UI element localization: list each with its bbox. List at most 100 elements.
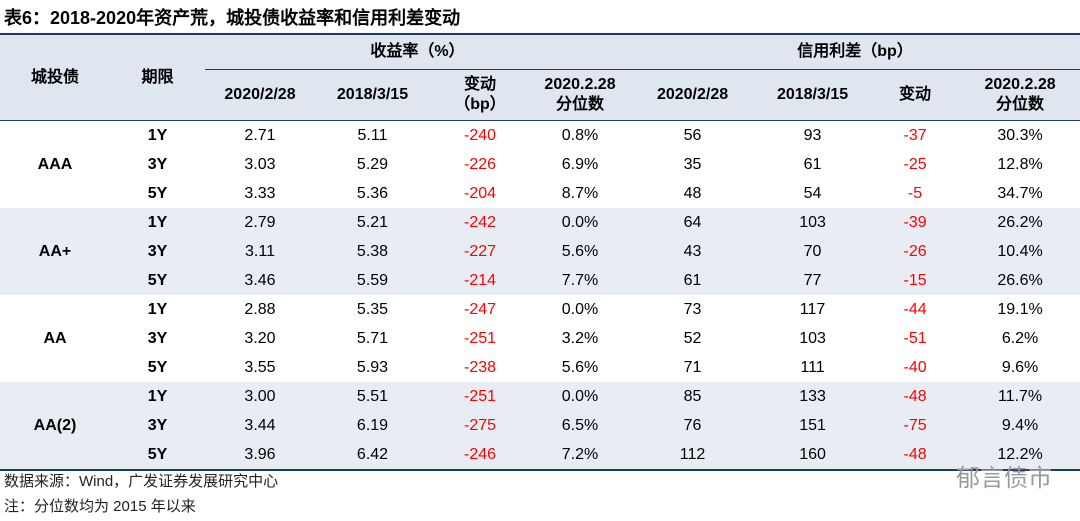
value-cell: 6.5% <box>530 411 631 440</box>
table-row: AA(2) 1Y 3.00 5.51 -251 0.0% 85 133 -48 11.7% <box>0 382 1080 470</box>
value-cell: 6.42 <box>315 440 430 470</box>
value-cell: 77 <box>755 266 871 295</box>
value-cell: 6.9% <box>561 155 599 173</box>
value-cell: 111 <box>800 358 825 376</box>
table-row: 5Y 3.46 5.59 -214 7.7% 61 77 -15 26.6% <box>0 266 1080 295</box>
source-note: 数据来源：Wind，广发证券发展研究中心 <box>4 473 279 490</box>
value-cell: -227 <box>430 237 530 266</box>
value-cell: -25 <box>903 155 927 173</box>
term-cell: 1Y <box>147 126 168 144</box>
value-cell: 151 <box>755 411 871 440</box>
table-row: AAA 1Y 2.71 5.11 -240 0.8% 56 93 -37 30.3% <box>0 121 1080 173</box>
table-row: AA+ 1Y 2.79 5.21 -242 0.0% 64 103 -39 26.2% <box>0 208 1080 295</box>
footnote: 注：分位数均为 2015 年以来 <box>4 498 196 515</box>
value-cell: 52 <box>683 329 702 347</box>
term-cell: 5Y <box>110 266 205 295</box>
value-cell: 5.36 <box>356 184 389 202</box>
table-row: AA 1Y 2.88 5.35 -247 0.0% 73 117 -44 19.1% <box>0 295 1080 347</box>
value-cell: 3.03 <box>244 155 276 173</box>
term-cell: 3Y <box>110 411 205 440</box>
value-cell: 6.2% <box>1001 329 1039 347</box>
value-cell: 3.44 <box>205 411 315 440</box>
value-cell: 64 <box>630 208 756 237</box>
value-cell: -75 <box>870 411 961 440</box>
value-cell: 19.1% <box>997 300 1043 318</box>
term-cell: 3Y <box>147 329 168 347</box>
value-cell: 56 <box>683 126 702 144</box>
value-cell: -251 <box>430 382 530 411</box>
header-cell: 城投债 <box>0 34 110 121</box>
value-cell: 3.00 <box>205 382 315 411</box>
value-cell: 0.0% <box>530 382 631 411</box>
value-cell: 5.21 <box>315 208 430 237</box>
value-cell: -240 <box>463 126 497 144</box>
term-cell: 5Y <box>147 358 168 376</box>
value-cell: 7.2% <box>530 440 631 470</box>
value-cell: 12.2% <box>960 440 1080 470</box>
value-cell: 0.0% <box>530 208 631 237</box>
data-table: 城投债 期限 收益率（%） 信用利差（bp） 2020/2/28 2018/3/1… <box>0 33 1080 471</box>
column-header: 2020/2/28 <box>630 69 756 121</box>
value-cell: 73 <box>683 300 702 318</box>
value-cell: 35 <box>683 155 702 173</box>
value-cell: 76 <box>630 411 756 440</box>
value-cell: -40 <box>903 358 927 376</box>
value-cell: 5.6% <box>530 237 631 266</box>
value-cell: 6.19 <box>315 411 430 440</box>
column-header: 变动 <box>870 69 961 121</box>
value-cell: 5.51 <box>315 382 430 411</box>
value-cell: 8.7% <box>561 184 599 202</box>
value-cell: -48 <box>870 382 961 411</box>
group-header: 收益率（%） <box>205 34 631 70</box>
header-cell: 期限 <box>110 34 205 121</box>
value-cell: 133 <box>755 382 871 411</box>
value-cell: 85 <box>630 382 756 411</box>
value-cell: 5.11 <box>357 126 388 144</box>
value-cell: 112 <box>630 440 756 470</box>
value-cell: 3.46 <box>205 266 315 295</box>
value-cell: 30.3% <box>997 126 1043 144</box>
value-cell: 5.71 <box>356 329 389 347</box>
value-cell: 2.79 <box>205 208 315 237</box>
value-cell: -5 <box>907 184 923 202</box>
table-row: 3Y 3.03 5.29 -226 6.9% 35 61 -25 12.8% <box>0 150 1080 179</box>
value-cell: 0.0% <box>561 300 599 318</box>
value-cell: 26.2% <box>960 208 1080 237</box>
value-cell: 103 <box>755 208 871 237</box>
column-header: 2018/3/15 <box>315 69 430 121</box>
rating-cell: AAA <box>37 155 73 173</box>
rating-cell: AA <box>43 329 67 347</box>
term-cell: 5Y <box>110 440 205 470</box>
value-cell: 2.71 <box>244 126 276 144</box>
value-cell: 103 <box>799 329 826 347</box>
value-cell: -226 <box>463 155 497 173</box>
value-cell: 9.4% <box>960 411 1080 440</box>
value-cell: -44 <box>903 300 927 318</box>
value-cell: 61 <box>803 155 822 173</box>
term-cell: 3Y <box>110 237 205 266</box>
value-cell: 71 <box>683 358 702 376</box>
value-cell: 3.11 <box>205 237 315 266</box>
value-cell: 3.96 <box>205 440 315 470</box>
value-cell: 48 <box>683 184 702 202</box>
value-cell: 3.55 <box>244 358 276 376</box>
value-cell: 5.59 <box>315 266 430 295</box>
table-title: 表6：2018-2020年资产荒，城投债收益率和信用利差变动 <box>4 8 461 28</box>
value-cell: 3.2% <box>561 329 599 347</box>
value-cell: -246 <box>430 440 530 470</box>
rating-cell: AA+ <box>0 208 110 295</box>
rating-cell: AA(2) <box>0 382 110 470</box>
value-cell: 26.6% <box>960 266 1080 295</box>
column-header: 2020.2.28 分位数 <box>530 69 631 121</box>
table-row: 3Y 3.11 5.38 -227 5.6% 43 70 -26 10.4% <box>0 237 1080 266</box>
value-cell: -238 <box>463 358 497 376</box>
value-cell: -242 <box>430 208 530 237</box>
table-row: 5Y 3.33 5.36 -204 8.7% 48 54 -5 34.7% <box>0 179 1080 208</box>
value-cell: 5.29 <box>356 155 389 173</box>
group-header: 信用利差（bp） <box>630 34 1080 70</box>
value-cell: 3.20 <box>244 329 276 347</box>
value-cell: -204 <box>463 184 497 202</box>
value-cell: 3.33 <box>244 184 276 202</box>
value-cell: 70 <box>755 237 871 266</box>
